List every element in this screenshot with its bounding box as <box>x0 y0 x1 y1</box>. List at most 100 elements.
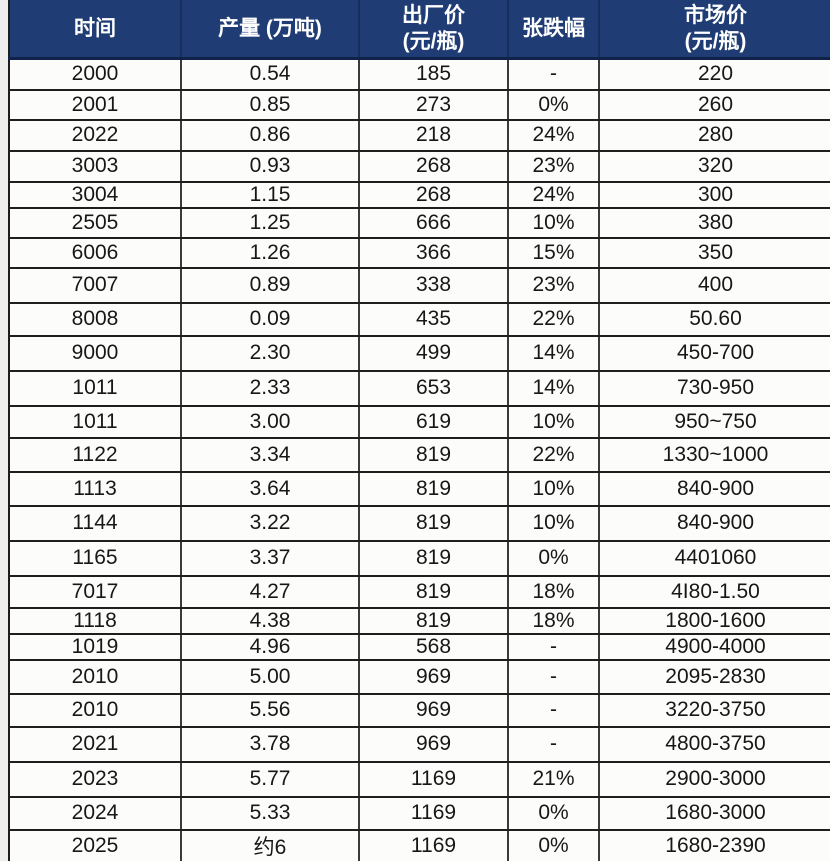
cell-factory_price: 819 <box>359 540 509 577</box>
cell-change: 14% <box>508 370 600 407</box>
cell-production: 3.37 <box>181 540 360 577</box>
cell-change: 24% <box>508 181 600 209</box>
cell-time: 3004 <box>9 181 182 209</box>
table-row: 2021 3.78 969-4800-3750 <box>9 726 830 763</box>
cell-market_price: 4I80-1.50 <box>599 575 830 609</box>
col-header-market-price-sublabel: (元/瓶) <box>684 29 747 53</box>
table-row: 2001 0.85 273 0% 260 <box>9 89 830 121</box>
cell-production: 0.89 <box>181 267 360 304</box>
table-row: 9000 2.30 499 14% 450-700 <box>9 335 830 372</box>
cell-time: 2505 <box>9 207 182 239</box>
table-row: 7007 0.89 338 23% 400 <box>9 267 830 304</box>
cell-time: 1165 <box>9 540 182 577</box>
cell-factory_price: 969 <box>359 726 509 763</box>
cell-change: 24% <box>508 119 600 152</box>
cell-production: 0.86 <box>181 119 360 152</box>
cell-time: 2010 <box>9 693 182 728</box>
cell-production: 约6 <box>181 829 360 861</box>
cell-market_price: 220 <box>599 58 830 91</box>
table-row: 2023 5.77 1169 21% 2900-3000 <box>9 761 830 798</box>
col-header-factory-price-label: 出厂价 <box>402 3 465 27</box>
cell-market_price: 1680-2390 <box>599 829 830 861</box>
cell-time: 1113 <box>9 471 182 507</box>
cell-market_price: 300 <box>599 181 830 209</box>
cell-factory_price: 273 <box>359 89 509 121</box>
cell-time: 1122 <box>9 437 182 473</box>
cell-factory_price: 1169 <box>359 829 509 861</box>
table-row: 2010 5.00 969-2095-2830 <box>9 659 830 695</box>
cell-market_price: 350 <box>599 237 830 269</box>
header-row: 时间 产量 (万吨) 出厂价 (元/瓶) 张跌幅 市场价 (元/瓶) <box>9 0 830 60</box>
table-row: 1144 3.22 819 10% 840-900 <box>9 505 830 542</box>
table-row: 2022 0.86 218 24% 280 <box>9 119 830 152</box>
table-header: 时间 产量 (万吨) 出厂价 (元/瓶) 张跌幅 市场价 (元/瓶) <box>9 0 830 60</box>
cell-production: 1.25 <box>181 207 360 239</box>
table-row: 3003 0.93 268 23% 320 <box>9 150 830 183</box>
cell-production: 1.26 <box>181 237 360 269</box>
cell-production: 4.96 <box>181 633 360 661</box>
cell-production: 5.77 <box>181 761 360 798</box>
cell-production: 5.00 <box>181 659 360 695</box>
cell-time: 1011 <box>9 370 182 407</box>
cell-time: 3003 <box>9 150 182 183</box>
cell-market_price: 280 <box>599 119 830 152</box>
table-row: 8008 0.09 435 22% 50.60 <box>9 302 830 337</box>
cell-factory_price: 819 <box>359 437 509 473</box>
cell-market_price: 4900-4000 <box>599 633 830 661</box>
cell-change: 0% <box>508 829 600 861</box>
table-row: 1118 4.38 819 18% 1800-1600 <box>9 607 830 635</box>
cell-factory_price: 366 <box>359 237 509 269</box>
table-row: 7017 4.27 819 18% 4I80-1.50 <box>9 575 830 609</box>
cell-time: 2010 <box>9 659 182 695</box>
cell-factory_price: 619 <box>359 405 509 439</box>
cell-time: 2001 <box>9 89 182 121</box>
cell-production: 3.00 <box>181 405 360 439</box>
table-row: 2024 5.33 1169 0% 1680-3000 <box>9 796 830 831</box>
col-header-market-price-label: 市场价 <box>684 3 747 27</box>
table-row: 1113 3.64 819 10% 840-900 <box>9 471 830 507</box>
cell-factory_price: 969 <box>359 659 509 695</box>
cell-change: - <box>508 726 600 763</box>
col-header-factory-price-sublabel: (元/瓶) <box>402 29 465 53</box>
cell-time: 6006 <box>9 237 182 269</box>
cell-change: 22% <box>508 302 600 337</box>
cell-market_price: 4401060 <box>599 540 830 577</box>
cell-change: 10% <box>508 471 600 507</box>
cell-market_price: 840-900 <box>599 505 830 542</box>
cell-market_price: 3220-3750 <box>599 693 830 728</box>
cell-change: - <box>508 659 600 695</box>
cell-factory_price: 185 <box>359 58 509 91</box>
cell-market_price: 260 <box>599 89 830 121</box>
cell-time: 1118 <box>9 607 182 635</box>
col-header-market-price: 市场价 (元/瓶) <box>599 0 830 60</box>
cell-change: 10% <box>508 207 600 239</box>
cell-time: 2023 <box>9 761 182 798</box>
cell-factory_price: 653 <box>359 370 509 407</box>
table-row: 2010 5.56 969-3220-3750 <box>9 693 830 728</box>
cell-market_price: 1800-1600 <box>599 607 830 635</box>
cell-factory_price: 819 <box>359 471 509 507</box>
cell-time: 2022 <box>9 119 182 152</box>
price-table-container: 时间 产量 (万吨) 出厂价 (元/瓶) 张跌幅 市场价 (元/瓶) <box>8 0 830 861</box>
cell-factory_price: 435 <box>359 302 509 337</box>
cell-time: 2000 <box>9 58 182 91</box>
col-header-change: 张跌幅 <box>508 0 600 60</box>
col-header-production-label: 产量 (万吨) <box>218 16 322 40</box>
cell-factory_price: 819 <box>359 575 509 609</box>
cell-change: - <box>508 693 600 728</box>
page: { "chart_data": { "type": "table", "colu… <box>8 0 830 861</box>
cell-factory_price: 218 <box>359 119 509 152</box>
cell-time: 2021 <box>9 726 182 763</box>
cell-factory_price: 819 <box>359 505 509 542</box>
table-row: 2505 1.25 666 10% 380 <box>9 207 830 239</box>
cell-production: 0.09 <box>181 302 360 337</box>
table-body: 2000 0.54 185-220 2001 0.85 273 0% 260 2022 0.86 2… <box>9 58 830 861</box>
cell-change: 10% <box>508 405 600 439</box>
cell-time: 1019 <box>9 633 182 661</box>
cell-production: 2.33 <box>181 370 360 407</box>
cell-change: 0% <box>508 89 600 121</box>
cell-production: 1.15 <box>181 181 360 209</box>
table-row: 2025 约6 1169 0% 1680-2390 <box>9 829 830 861</box>
cell-change: 14% <box>508 335 600 372</box>
cell-market_price: 4800-3750 <box>599 726 830 763</box>
